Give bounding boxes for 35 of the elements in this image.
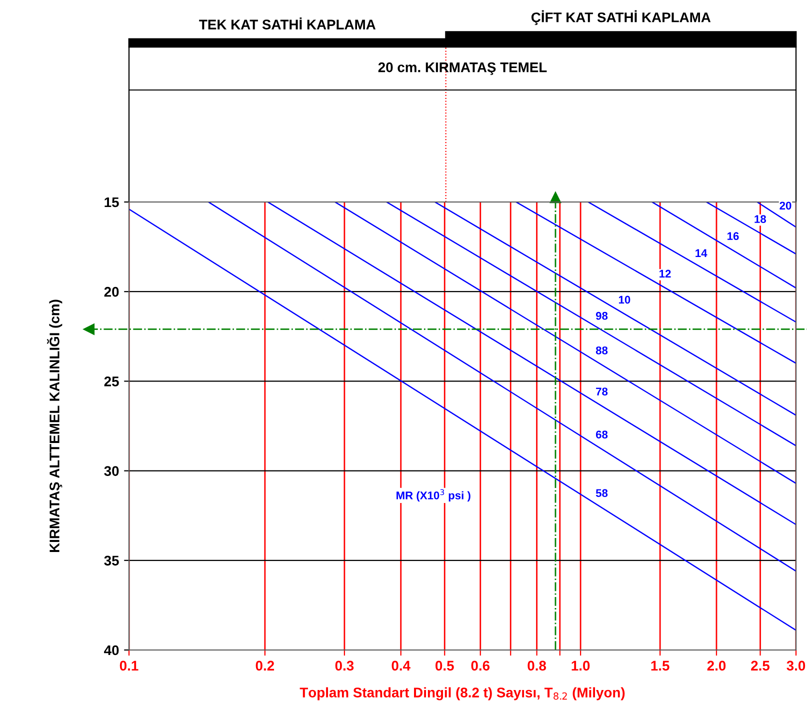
x-tick-label: 3.0 [786,660,806,671]
series-label: 78 [596,388,608,396]
y-tick-label: 15 [104,197,119,208]
text: ÇİFT KAT SATHİ KAPLAMA [531,10,711,26]
text: TEK KAT SATHİ KAPLAMA [199,17,376,30]
series-label: 14 [696,249,708,257]
y-tick-label: 40 [104,645,119,656]
x-tick-label: 0.2 [256,660,274,671]
series-label: 20 [780,202,792,210]
series-label: 16 [728,232,739,240]
x-tick-label: 1.5 [651,660,670,671]
series-label: 68 [596,430,608,438]
y-axis-title: KIRMATAŞ ALTTEMEL KALINLIĞI (cm) [47,300,62,552]
y-tick-label: 35 [104,556,119,566]
series-label: 88 [596,346,608,354]
x-tick-label: 0.6 [471,660,490,671]
x-tick-label: 0.8 [528,660,546,671]
annotation: MR (X10$^{3}$ psi ) [396,489,470,502]
x-tick-label: 0.1 [120,660,138,671]
x-tick-label: 0.4 [392,660,410,671]
series-label: 98 [596,312,608,320]
x-tick-label: 2.5 [751,660,770,671]
x-tick-label: 1.0 [572,660,590,671]
series-label: 58 [596,489,608,498]
series-label: 10 [618,296,630,304]
series-label: 18 [754,215,766,224]
x-tick-label: 0.5 [436,660,454,671]
y-tick-label: 30 [104,466,119,476]
x-tick-label: 0.3 [335,660,354,671]
x-tick-label: 2.0 [707,660,726,671]
y-tick-label: 20 [104,286,119,297]
series-label: 12 [660,270,671,278]
y-tick-label: 25 [104,376,119,386]
x-axis-title: Toplam Standart Dingil (8.2 t) Sayısı, T$_{8.2}$ (Milyon) [300,687,625,700]
text: 20 cm. KIRMATAŞ TEMEL [378,62,547,75]
